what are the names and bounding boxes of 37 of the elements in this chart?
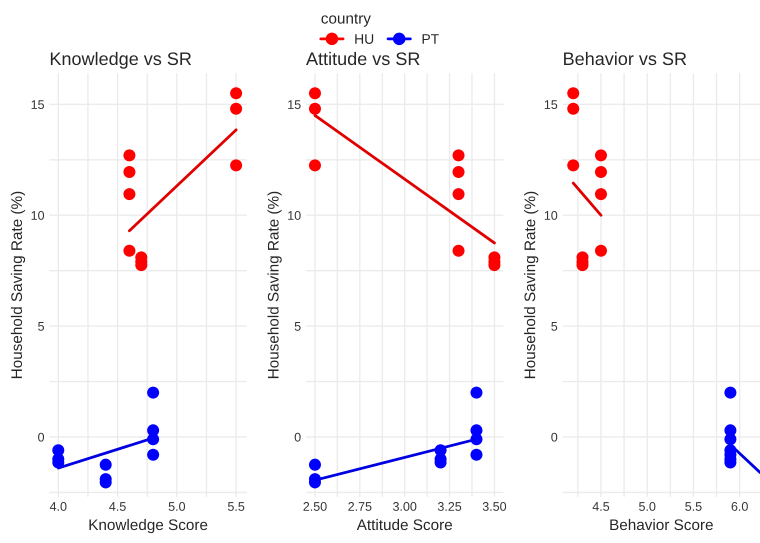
x-tick-label: 5.5 (685, 502, 702, 511)
y-tick-label: 0 (294, 432, 301, 442)
x-tick-label: 2.50 (303, 502, 327, 511)
x-tick-label: 2.75 (348, 502, 372, 511)
y-tick-label: 10 (544, 211, 558, 220)
y-axis-title: Household Saving Rate (%) (267, 192, 282, 378)
x-tick-label: 5.0 (168, 502, 186, 511)
x-tick-label: 3.00 (393, 502, 416, 511)
y-tick-label: 0 (551, 432, 558, 442)
y-tick-label: 15 (32, 100, 44, 109)
y-tick-label: 15 (288, 100, 301, 109)
chart-title: Behavior vs SR (564, 52, 686, 66)
x-axis-title: Knowledge Score (89, 518, 208, 534)
x-tick-label: 4.0 (50, 502, 66, 511)
y-axis-title: Household Saving Rate (%) (10, 192, 26, 378)
x-tick-label: 5.0 (639, 502, 656, 511)
x-tick-label: 5.5 (228, 502, 244, 511)
x-tick-label: 4.5 (592, 502, 610, 511)
chart-title: Knowledge vs SR (50, 52, 192, 69)
y-tick-label: 0 (38, 432, 44, 442)
y-tick-label: 5 (38, 322, 44, 331)
x-axis-title: Behavior Score (610, 518, 713, 530)
y-tick-label: 5 (294, 322, 301, 331)
legend-title: country (321, 14, 371, 27)
y-tick-label: 10 (288, 211, 301, 220)
x-tick-label: 4.5 (109, 502, 126, 511)
x-tick-label: 6.0 (732, 502, 748, 511)
legend-label: HU (355, 34, 374, 44)
y-tick-label: 5 (551, 322, 558, 331)
x-tick-label: 3.50 (482, 502, 506, 511)
chart-title: Attitude vs SR (306, 52, 420, 66)
x-tick-label: 3.25 (438, 502, 462, 511)
y-axis-title: Household Saving Rate (%) (524, 192, 538, 378)
y-tick-label: 10 (32, 211, 44, 220)
x-axis-title: Attitude Score (356, 518, 452, 530)
y-tick-label: 15 (544, 100, 558, 109)
legend-label: PT (422, 34, 439, 44)
